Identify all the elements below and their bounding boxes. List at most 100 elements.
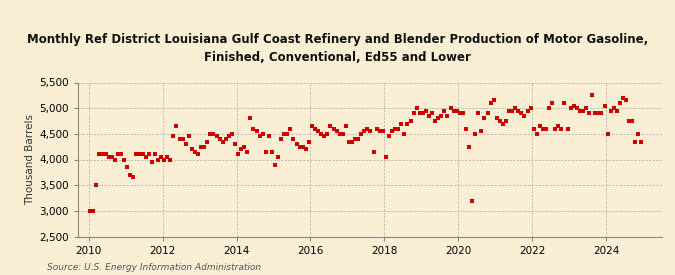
Point [227,132,238,136]
Point [421,109,431,113]
Point [448,109,459,113]
Point [338,132,348,136]
Point [242,150,252,154]
Point [578,109,589,113]
Point [208,132,219,136]
Point [587,93,597,98]
Point [340,124,351,128]
Point [261,150,271,154]
Point [464,144,475,149]
Point [408,111,419,116]
Point [439,109,450,113]
Point [393,126,404,131]
Point [522,109,533,113]
Point [473,111,484,116]
Point [359,129,370,133]
Point [389,126,400,131]
Point [427,111,437,116]
Point [306,124,317,128]
Point [584,111,595,116]
Point [267,150,277,154]
Point [556,126,567,131]
Point [537,126,548,131]
Point [630,139,641,144]
Point [452,109,462,113]
Point [125,173,136,177]
Point [186,147,197,152]
Point [368,150,379,154]
Point [190,150,200,154]
Point [430,119,441,123]
Point [433,116,443,121]
Point [263,134,274,139]
Point [513,109,524,113]
Point [442,114,453,118]
Point [565,106,576,110]
Point [574,109,585,113]
Point [396,121,406,126]
Point [466,198,477,203]
Point [488,98,499,103]
Point [220,137,231,141]
Point [612,109,622,113]
Point [405,119,416,123]
Point [633,132,644,136]
Point [159,157,169,162]
Point [470,132,481,136]
Point [602,132,613,136]
Point [165,157,176,162]
Point [217,139,228,144]
Point [122,165,132,169]
Point [550,126,561,131]
Point [494,119,505,123]
Point [178,137,188,141]
Point [282,132,293,136]
Point [143,152,154,156]
Point [273,155,284,159]
Point [411,106,422,110]
Point [375,129,385,133]
Point [146,160,157,164]
Point [531,132,542,136]
Point [482,111,493,116]
Point [134,152,145,156]
Point [362,126,373,131]
Point [313,129,323,133]
Point [605,109,616,113]
Point [328,126,339,131]
Point [497,121,508,126]
Point [529,126,539,131]
Point [131,152,142,156]
Point [417,111,428,116]
Point [460,126,471,131]
Point [543,106,554,110]
Point [171,124,182,128]
Point [547,101,558,105]
Point [572,106,583,110]
Point [479,116,490,121]
Point [88,209,99,213]
Point [399,132,410,136]
Point [156,155,167,159]
Point [541,126,551,131]
Point [476,129,487,133]
Point [319,134,329,139]
Point [211,134,222,139]
Point [97,152,108,156]
Point [334,132,345,136]
Point [322,132,333,136]
Point [387,129,398,133]
Point [180,142,191,146]
Point [85,209,96,213]
Point [344,139,354,144]
Point [162,155,173,159]
Point [230,142,240,146]
Point [559,101,570,105]
Point [516,111,526,116]
Point [153,157,163,162]
Point [202,139,213,144]
Point [525,106,536,110]
Point [491,116,502,121]
Point [377,129,388,133]
Point [300,147,311,152]
